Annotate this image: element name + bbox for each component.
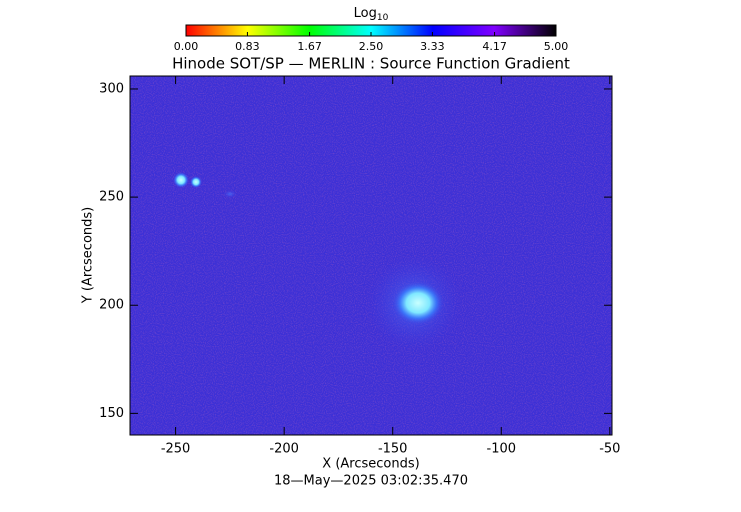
chart-title: Hinode SOT/SP — MERLIN : Source Function… <box>172 55 570 73</box>
colorbar-tick-label: 3.33 <box>420 40 445 53</box>
timestamp: 18—May—2025 03:02:35.470 <box>274 474 468 489</box>
y-tick-label: 200 <box>99 298 124 313</box>
colorbar-label: Log10 <box>354 6 389 23</box>
colorbar-tick-label: 4.17 <box>482 40 507 53</box>
x-tick-label: -200 <box>269 442 299 457</box>
colorbar-tick-label: 0.83 <box>235 40 260 53</box>
x-tick-label: -150 <box>378 442 408 457</box>
y-tick-label: 150 <box>99 406 124 421</box>
y-axis-label: Y (Arcseconds) <box>81 207 96 304</box>
y-tick-label: 250 <box>99 190 124 205</box>
colorbar-tick-label: 2.50 <box>359 40 384 53</box>
x-axis-label: X (Arcseconds) <box>322 457 419 472</box>
colorbar-tick-label: 0.00 <box>174 40 199 53</box>
colorbar-tick-label: 5.00 <box>544 40 569 53</box>
y-tick-label: 300 <box>99 81 124 96</box>
image <box>130 76 612 435</box>
colorbar-tick-label: 1.67 <box>297 40 322 53</box>
plot-frame <box>129 75 613 436</box>
x-tick-label: -100 <box>487 442 517 457</box>
x-tick-label: -50 <box>599 442 620 457</box>
x-tick-label: -250 <box>161 442 191 457</box>
